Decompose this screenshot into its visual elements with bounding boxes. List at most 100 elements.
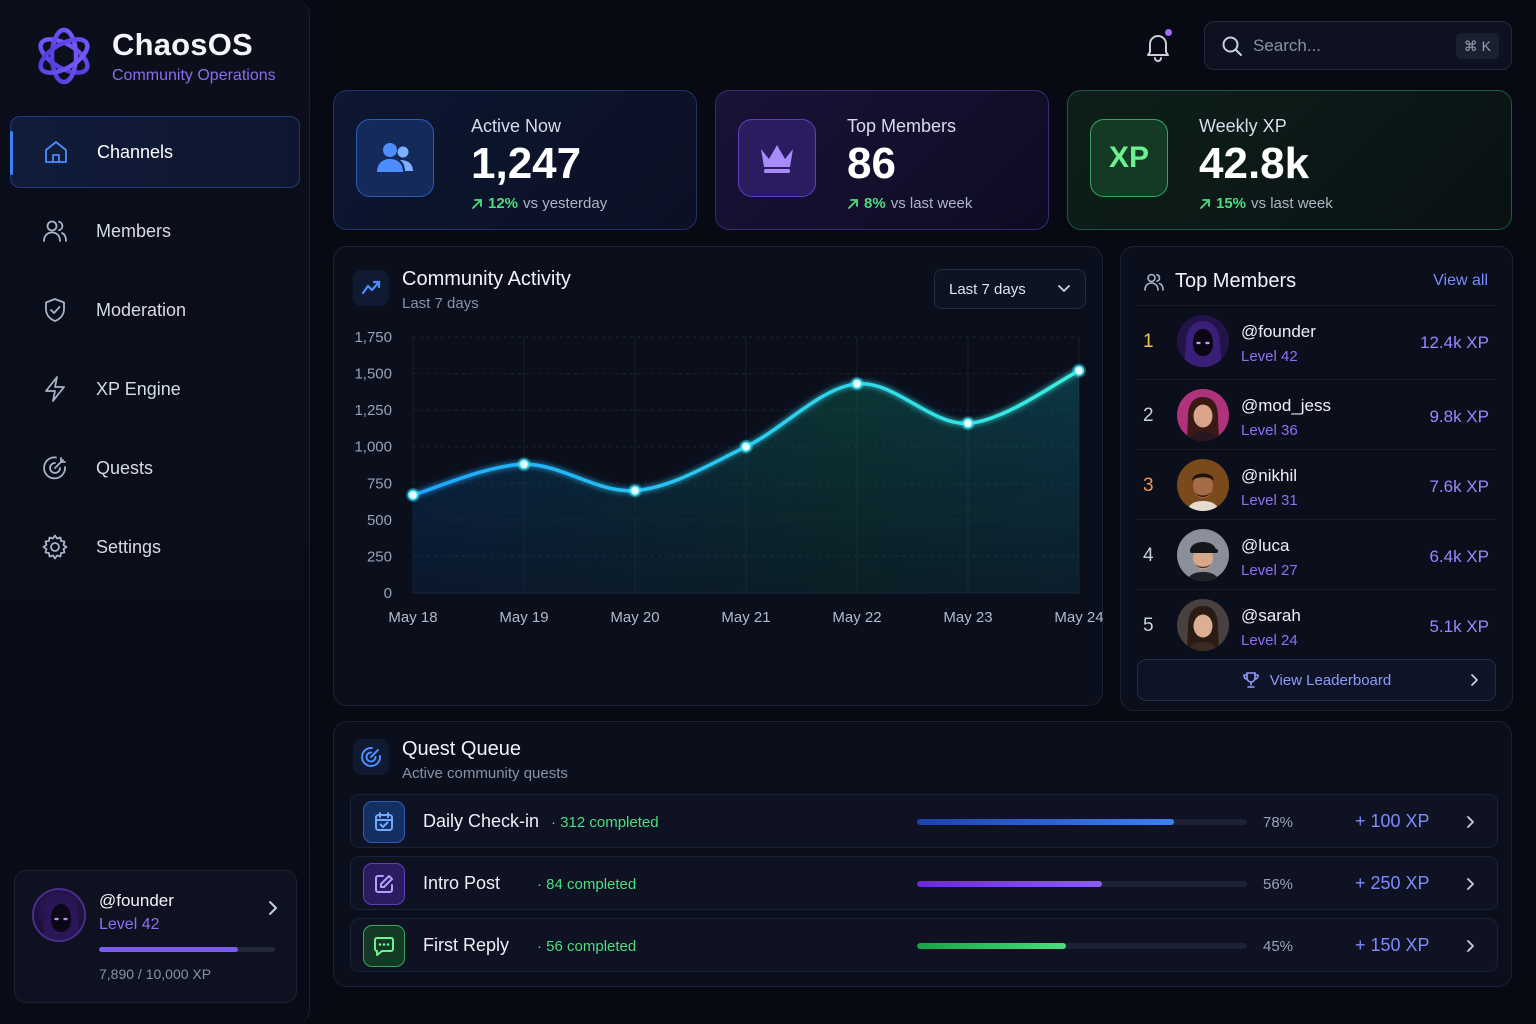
home-icon xyxy=(41,137,71,167)
quest-percent: 45% xyxy=(1263,938,1294,955)
quest-name: Intro Post xyxy=(423,873,501,893)
sidebar-item-quests[interactable]: Quests xyxy=(10,432,300,504)
member-level: Level 27 xyxy=(1241,562,1298,579)
chevron-right-icon xyxy=(1467,816,1474,828)
quest-progress-fill xyxy=(917,881,1102,887)
quest-row[interactable]: Intro Post · 84 completed 56% + 250 XP xyxy=(350,856,1498,910)
stat-card-active-now[interactable]: Active Now 1,247 12% vs yesterday xyxy=(333,90,697,230)
target-icon xyxy=(353,739,389,775)
member-xp: 7.6k XP xyxy=(1429,477,1489,496)
stat-delta: 8% vs last week xyxy=(847,195,972,212)
sidebar-item-members[interactable]: Members xyxy=(10,195,300,267)
member-rank: 4 xyxy=(1143,545,1154,566)
x-tick-label: May 21 xyxy=(721,609,770,626)
data-point xyxy=(518,459,530,470)
data-point xyxy=(629,485,641,496)
notification-dot xyxy=(1163,27,1174,38)
avatar xyxy=(1177,315,1229,367)
view-all-link[interactable]: View all xyxy=(1433,272,1488,289)
member-row[interactable]: 3 @nikhil Level 31 7.6k XP xyxy=(1137,449,1495,518)
stat-delta-percent: 8% xyxy=(864,195,886,212)
stat-value: 86 xyxy=(847,139,896,188)
lightning-icon xyxy=(40,374,70,404)
gear-icon xyxy=(40,532,70,562)
target-icon xyxy=(40,453,70,483)
panel-subtitle: Last 7 days xyxy=(402,295,479,312)
stat-delta: 12% vs yesterday xyxy=(471,195,607,212)
x-tick-label: May 23 xyxy=(943,609,992,626)
xp-progress-bar xyxy=(99,947,275,952)
member-xp: 12.4k XP xyxy=(1420,333,1489,352)
quest-percent: 56% xyxy=(1263,876,1294,893)
view-leaderboard-button[interactable]: View Leaderboard xyxy=(1137,659,1496,701)
stat-label: Active Now xyxy=(471,116,562,136)
trophy-icon xyxy=(1242,672,1259,688)
xp-icon: XP xyxy=(1090,119,1168,197)
brand[interactable]: ChaosOS Community Operations xyxy=(32,24,276,88)
chevron-down-icon xyxy=(1058,285,1070,292)
quest-row[interactable]: First Reply · 56 completed 45% + 150 XP xyxy=(350,918,1498,972)
date-range-select[interactable]: Last 7 days xyxy=(934,269,1086,309)
community-activity-panel: Community Activity Last 7 days Last 7 da… xyxy=(333,246,1104,706)
panel-subtitle: Active community quests xyxy=(402,765,568,782)
top-members-panel: Top Members View all 1 @founder Level 42… xyxy=(1120,246,1513,711)
data-point xyxy=(962,418,974,429)
stat-label: Top Members xyxy=(847,116,957,136)
member-row[interactable]: 4 @luca Level 27 6.4k XP xyxy=(1137,519,1495,588)
search-box[interactable]: ⌘ K xyxy=(1204,21,1512,70)
member-row[interactable]: 2 @mod_jess Level 36 9.8k XP xyxy=(1137,379,1495,448)
member-level: Level 24 xyxy=(1241,632,1298,649)
sidebar-item-moderation[interactable]: Moderation xyxy=(10,274,300,346)
stat-card-weekly-xp[interactable]: XP Weekly XP 42.8k 15% vs last week xyxy=(1067,90,1512,230)
trend-up-arrow-icon xyxy=(472,198,482,209)
y-tick-label: 1,250 xyxy=(354,402,392,419)
data-point xyxy=(407,489,419,501)
stat-card-top-members[interactable]: Top Members 86 8% vs last week xyxy=(715,90,1049,230)
search-icon xyxy=(1222,36,1242,56)
crown-icon xyxy=(738,119,816,197)
profile-handle: @founder xyxy=(99,891,174,910)
profile-level: Level 42 xyxy=(99,916,160,933)
y-tick-label: 1,000 xyxy=(354,439,392,456)
member-row[interactable]: 1 @founder Level 42 12.4k XP xyxy=(1137,305,1495,374)
quest-queue-panel: Quest Queue Active community quests Dail… xyxy=(333,721,1512,987)
member-handle: @mod_jess xyxy=(1241,396,1332,415)
member-xp: 5.1k XP xyxy=(1429,617,1489,636)
sidebar-item-label: XP Engine xyxy=(96,378,181,399)
x-tick-label: May 19 xyxy=(499,609,548,626)
panel-title: Community Activity xyxy=(402,268,571,290)
member-rank: 2 xyxy=(1143,405,1154,426)
y-tick-label: 0 xyxy=(384,585,392,602)
activity-line-chart: 0 250 500 750 1,000 1,250 1,500 1,750 May 18 May … xyxy=(354,329,1103,626)
quest-completed-count: · 56 completed xyxy=(537,938,637,955)
edit-icon xyxy=(363,863,405,905)
member-level: Level 31 xyxy=(1241,492,1298,509)
stat-value: 42.8k xyxy=(1199,139,1310,188)
quest-completed-text: 312 completed xyxy=(560,814,659,831)
member-row[interactable]: 5 @sarah Level 24 5.1k XP xyxy=(1137,589,1495,658)
y-tick-label: 1,500 xyxy=(354,366,392,383)
brand-subtitle: Community Operations xyxy=(112,67,276,84)
avatar xyxy=(1177,459,1229,511)
search-input[interactable] xyxy=(1253,35,1433,56)
quest-row[interactable]: Daily Check-in · 312 completed 78% + 100… xyxy=(350,794,1498,848)
member-xp: 9.8k XP xyxy=(1429,407,1489,426)
member-level: Level 36 xyxy=(1241,422,1298,439)
trend-up-arrow-icon xyxy=(1200,198,1210,209)
sidebar-item-label: Moderation xyxy=(96,299,187,320)
current-user-card[interactable]: @founder Level 42 7,890 / 10,000 XP xyxy=(14,870,297,1003)
sidebar-item-xp-engine[interactable]: XP Engine xyxy=(10,353,300,425)
data-point xyxy=(740,441,752,452)
notifications-button[interactable] xyxy=(1140,27,1176,64)
quest-name: First Reply xyxy=(423,935,510,955)
member-rank: 3 xyxy=(1143,475,1154,496)
quest-progress-bar xyxy=(917,943,1247,949)
sidebar-item-settings[interactable]: Settings xyxy=(10,511,300,583)
panel-title: Quest Queue xyxy=(402,738,521,760)
quest-progress-bar xyxy=(917,881,1247,887)
avatar xyxy=(32,888,86,942)
sidebar-item-channels[interactable]: Channels xyxy=(10,116,300,188)
member-rank: 1 xyxy=(1143,331,1154,352)
quest-xp-reward: + 100 XP xyxy=(1355,811,1430,831)
y-tick-label: 1,750 xyxy=(354,329,392,346)
